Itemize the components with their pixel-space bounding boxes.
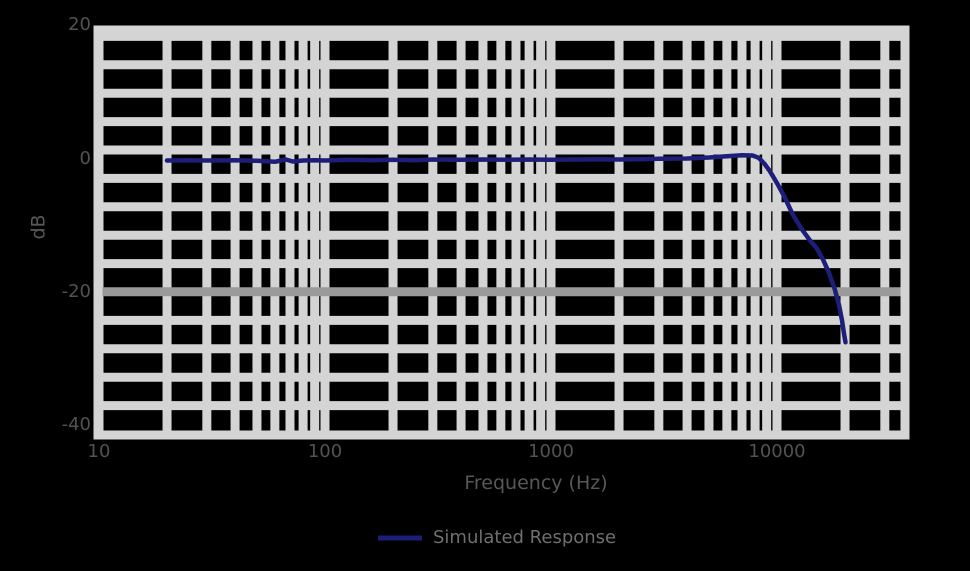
- y-tick-label: -20: [61, 280, 91, 302]
- y-axis-label: dB: [27, 214, 50, 240]
- y-tick-label: -40: [61, 413, 91, 435]
- x-tick-label: 100: [307, 441, 343, 462]
- y-tick-label: 0: [79, 147, 91, 169]
- legend-line-swatch-icon: [378, 535, 422, 540]
- x-tick-label: 10000: [748, 441, 806, 462]
- x-tick-label: 1000: [528, 441, 574, 462]
- legend-series-label: Simulated Response: [433, 527, 617, 548]
- legend: Simulated Response: [377, 527, 616, 548]
- x-tick-label: 10: [87, 441, 111, 462]
- x-axis-label: Frequency (Hz): [464, 472, 608, 494]
- y-tick-label: 20: [68, 14, 91, 36]
- response-curve: [164, 152, 848, 345]
- plot-border: [93, 25, 910, 440]
